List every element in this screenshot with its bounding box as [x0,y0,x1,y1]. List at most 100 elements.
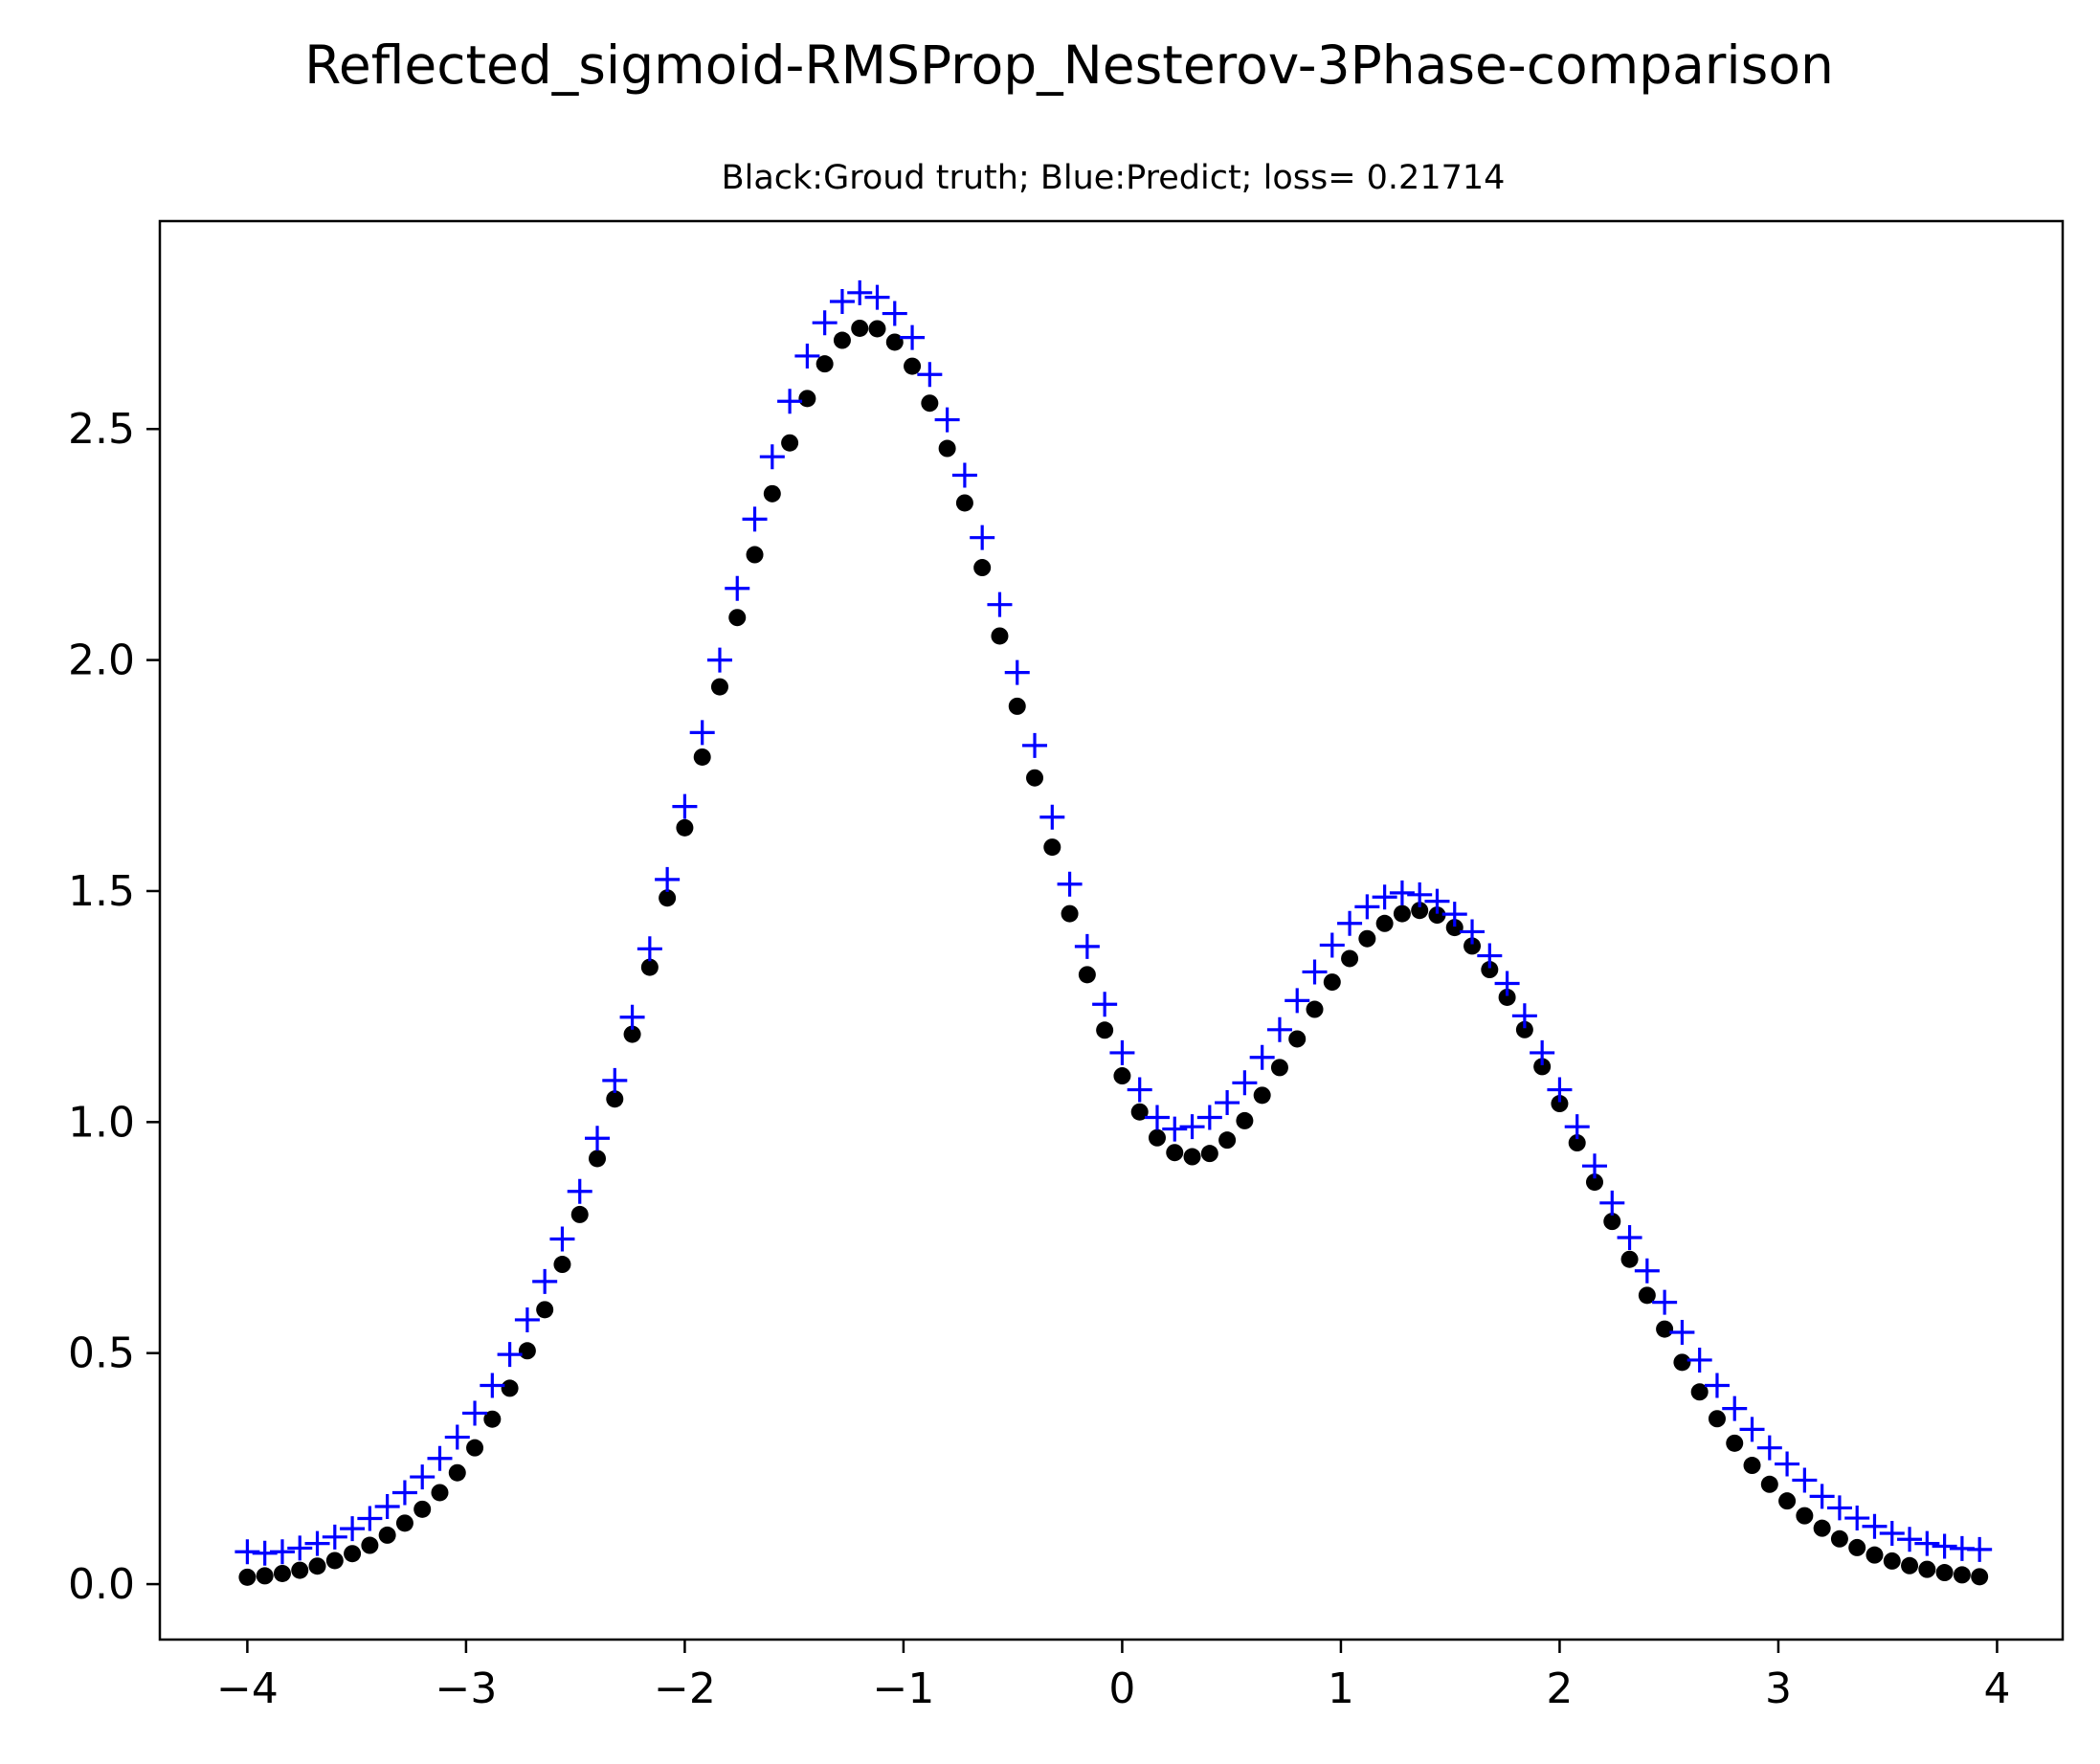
y-tick-label: 2.5 [68,405,135,454]
ground-truth-point [1830,1530,1848,1548]
predict-point [427,1445,453,1471]
ground-truth-point [1603,1213,1621,1231]
y-tick-label: 0.0 [68,1560,135,1609]
ground-truth-point [676,818,694,837]
predict-point [1704,1373,1730,1398]
predict-point [549,1226,575,1252]
ground-truth-point [1148,1128,1166,1147]
predict-point [1302,959,1328,985]
ground-truth-point [606,1090,624,1108]
predict-point [934,407,960,433]
predict-point [637,936,662,962]
ground-truth-point [1375,914,1394,932]
predict-series [235,279,1993,1566]
ground-truth-point [1813,1519,1831,1537]
ground-truth-point [1481,961,1499,979]
ground-truth-point [885,333,904,351]
predict-point [374,1493,400,1519]
predict-point [1739,1417,1765,1442]
predict-point [794,343,820,368]
predict-point [1337,910,1363,936]
predict-point [882,301,907,326]
ground-truth-point [1918,1560,1936,1578]
ground-truth-point [344,1545,362,1563]
predict-point [1372,884,1397,910]
predict-point [1617,1225,1642,1251]
ground-truth-point [518,1342,536,1360]
chart-subtitle: Black:Groud truth; Blue:Predict; loss= 0… [722,159,1506,197]
x-tick-label: −4 [216,1664,279,1713]
predict-point [410,1464,436,1490]
ground-truth-point [431,1484,449,1502]
ground-truth-point [1288,1030,1307,1048]
ground-truth-point [1323,973,1341,992]
ground-truth-point [1848,1538,1866,1556]
predict-point [655,866,681,892]
ground-truth-point [1008,697,1026,715]
ground-truth-point [1078,966,1096,984]
ground-truth-point [483,1410,502,1428]
x-tick-label: −1 [872,1664,934,1713]
ground-truth-point [868,320,886,338]
ground-truth-point [291,1561,309,1579]
ground-truth-point [1061,904,1079,923]
ground-truth-point [746,546,764,564]
ground-truth-point [763,484,781,502]
predict-point [742,506,768,532]
ground-truth-point [1533,1058,1552,1076]
ground-truth-point [955,494,973,512]
x-tick-label: −2 [654,1664,716,1713]
ground-truth-point [815,355,834,373]
ground-truth-point [378,1526,396,1544]
predict-point [322,1524,347,1550]
ground-truth-point [1515,1020,1533,1038]
predict-point [1266,1016,1292,1042]
ground-truth-point [973,559,992,577]
ground-truth-point [536,1301,554,1319]
ground-truth-point [851,319,869,337]
predict-point [987,592,1013,617]
ground-truth-point [1096,1021,1114,1039]
plot-series [235,279,1993,1586]
ground-truth-point [1183,1148,1201,1166]
predict-point [567,1178,592,1204]
ground-truth-point [623,1025,641,1043]
ground-truth-point [1935,1564,1954,1582]
y-tick-label: 1.5 [68,867,135,916]
predict-point [1599,1190,1625,1216]
ground-truth-point [1568,1134,1586,1152]
ground-truth-point [238,1568,257,1586]
predict-point [1074,933,1100,959]
ground-truth-point [693,748,711,766]
predict-point [1460,919,1486,945]
ground-truth-point [659,889,677,907]
ground-truth-point [1778,1492,1797,1510]
predict-point [1494,971,1520,996]
ground-truth-point [904,357,922,375]
ground-truth-point [1708,1410,1726,1428]
ground-truth-point [1463,937,1482,955]
predict-point [900,324,926,350]
ground-truth-point [466,1439,484,1457]
ground-truth-point [1236,1111,1254,1129]
ground-truth-series [238,319,1989,1586]
x-tick-label: 2 [1546,1664,1573,1713]
predict-point [706,647,732,673]
predict-point [1285,988,1310,1014]
predict-point [1424,888,1450,914]
ground-truth-point [273,1564,291,1582]
ground-truth-point [1638,1286,1656,1305]
predict-point [1914,1530,1940,1556]
ground-truth-point [1270,1059,1288,1077]
predict-point [1879,1520,1905,1546]
predict-point [1862,1513,1888,1539]
predict-point [1652,1289,1678,1315]
predict-point [1687,1347,1712,1373]
predict-point [304,1530,330,1556]
ground-truth-point [1218,1131,1237,1150]
ground-truth-point [1760,1475,1778,1493]
ground-truth-point [921,394,939,413]
y-axis: 0.0 0.5 1.0 1.5 2.0 2.5 [68,405,160,1609]
predict-point [1004,659,1030,685]
predict-point [1232,1070,1258,1096]
